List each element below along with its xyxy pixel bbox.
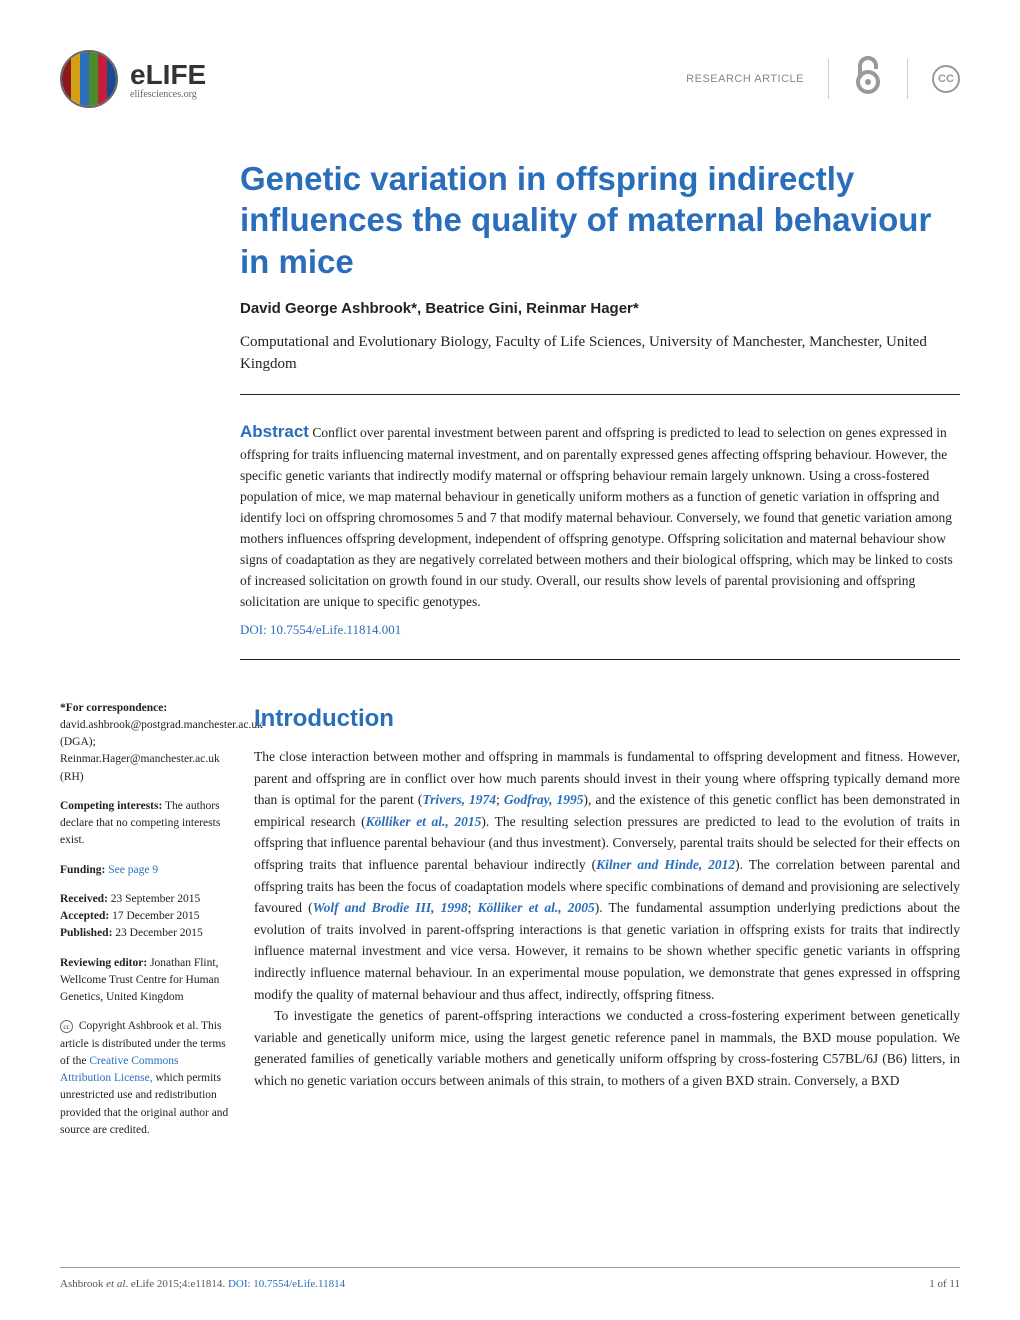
citation-link[interactable]: Kilner and Hinde, 2012 [596,857,735,872]
article-title: Genetic variation in offspring indirectl… [240,158,960,282]
received-date: 23 September 2015 [108,893,200,905]
journal-url[interactable]: elifesciences.org [130,89,206,100]
abstract-label: Abstract [240,422,309,441]
funding-link[interactable]: See page 9 [105,864,158,876]
abstract-doi-link[interactable]: DOI: 10.7554/eLife.11814.001 [240,620,960,640]
author-list: David George Ashbrook*, Beatrice Gini, R… [240,300,960,317]
citation-link[interactable]: Godfray, 1995 [504,792,584,807]
received-label: Received: [60,893,108,905]
published-date: 23 December 2015 [112,927,202,939]
footer-doi-link[interactable]: DOI: 10.7554/eLife.11814 [228,1278,345,1290]
intro-heading: Introduction [254,700,960,738]
logo-icon [60,50,118,108]
correspondence-label: *For correspondence: [60,702,167,714]
page-number: 1 of 11 [929,1278,960,1290]
accepted-date: 17 December 2015 [109,910,199,922]
footer-citation: Ashbrook et al. eLife 2015;4:e11814. DOI… [60,1278,345,1290]
divider [240,394,960,395]
accepted-label: Accepted: [60,910,109,922]
cc-license-icon: CC [932,65,960,93]
article-type-label: RESEARCH ARTICLE [686,73,804,85]
reviewing-label: Reviewing editor: [60,957,147,969]
divider [240,659,960,660]
intro-paragraph-2: To investigate the genetics of parent-of… [254,1005,960,1091]
main-content: Introduction The close interaction betwe… [254,700,960,1152]
article-sidebar: *For correspondence: david.ashbrook@post… [60,700,230,1152]
divider [907,59,908,99]
abstract-text: Conflict over parental investment betwee… [240,425,953,609]
page-footer: Ashbrook et al. eLife 2015;4:e11814. DOI… [60,1267,960,1290]
citation-link[interactable]: Wolf and Brodie III, 1998 [313,900,468,915]
published-label: Published: [60,927,112,939]
abstract-section: Abstract Conflict over parental investme… [240,419,960,660]
cc-icon-small: cc [60,1020,73,1033]
open-access-icon [853,54,883,104]
page-header: eLIFE elifesciences.org RESEARCH ARTICLE… [60,50,960,108]
intro-paragraph-1: The close interaction between mother and… [254,746,960,1005]
competing-label: Competing interests: [60,800,162,812]
correspondence-text: david.ashbrook@postgrad.manchester.ac.uk… [60,719,263,783]
affiliation: Computational and Evolutionary Biology, … [240,331,960,376]
citation-link[interactable]: Kölliker et al., 2005 [477,900,594,915]
journal-name: eLIFE [130,59,206,91]
journal-logo: eLIFE elifesciences.org [60,50,206,108]
citation-link[interactable]: Trivers, 1974 [422,792,496,807]
citation-link[interactable]: Kölliker et al., 2015 [366,814,482,829]
funding-label: Funding: [60,864,105,876]
divider [828,59,829,99]
